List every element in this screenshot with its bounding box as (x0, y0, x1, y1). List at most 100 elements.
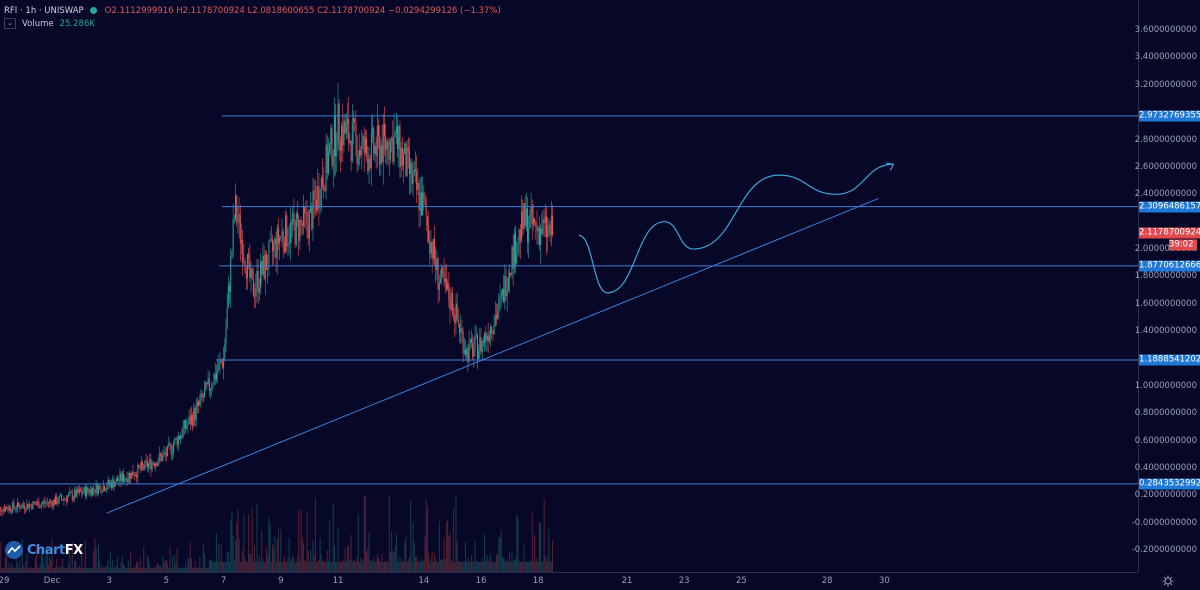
settings-gear-icon[interactable] (1162, 575, 1174, 587)
volume-bar (416, 556, 418, 572)
volume-bar (318, 559, 320, 572)
candle-body (41, 503, 43, 505)
volume-bar (137, 562, 139, 572)
volume-bar (450, 560, 452, 572)
volume-bar (411, 561, 413, 572)
candle-body (509, 272, 511, 278)
candle-body (14, 507, 16, 509)
volume-bar (345, 562, 347, 572)
volume-bar (49, 556, 51, 572)
volume-bar (33, 567, 35, 572)
volume-bar (140, 567, 142, 572)
volume-bar (412, 522, 414, 572)
volume-bar (246, 561, 248, 572)
volume-bar (451, 561, 453, 572)
candle-body (249, 257, 251, 278)
price-axis[interactable]: 2.9732769355 2.3096486157 1.8770612666 1.18… (1132, 0, 1200, 572)
volume-bar (103, 567, 105, 572)
candle-body (177, 436, 179, 446)
price-tick-label: 0.6000000000 (1134, 435, 1197, 446)
time-tick-label: 7 (220, 576, 227, 586)
volume-bar (293, 557, 295, 572)
volume-bar (550, 561, 552, 572)
volume-bar (352, 560, 354, 572)
candle-body (516, 254, 518, 264)
volume-bar (404, 542, 406, 572)
candle-body (9, 506, 11, 511)
volume-bar (46, 553, 48, 572)
candle-body (24, 506, 26, 510)
candle-body (495, 315, 497, 319)
volume-bar (469, 561, 471, 572)
candle-body (189, 416, 191, 425)
volume-bar (47, 565, 49, 572)
volume-bar (498, 537, 500, 572)
candle-body (379, 135, 381, 165)
volume-bar (338, 561, 340, 572)
volume-bar (81, 546, 83, 572)
volume-bar (52, 567, 54, 572)
volume-bar (465, 542, 467, 572)
volume-bar (374, 561, 376, 572)
volume-bar (530, 560, 532, 572)
candle-body (164, 452, 166, 454)
volume-bar (420, 558, 422, 572)
candle-body (236, 195, 238, 222)
candle-body (392, 137, 394, 162)
time-axis[interactable]: 29 Dec 3 5 7 9 11 14 16 18 21 23 25 28 30 (0, 572, 1138, 590)
candle-body (182, 427, 184, 437)
candle-body (382, 124, 384, 162)
volume-bar (291, 558, 293, 572)
candle-body (87, 487, 89, 492)
candle-body (393, 134, 395, 162)
collapse-chevron-icon[interactable]: ⌄ (4, 18, 16, 29)
volume-bar (243, 514, 245, 572)
volume-bar (82, 567, 84, 572)
candle-body (183, 420, 185, 428)
candle-body (62, 499, 64, 501)
volume-bar (156, 564, 158, 572)
volume-bar (143, 546, 145, 572)
volume-bar (370, 561, 372, 572)
candle-body (76, 488, 78, 497)
time-tick-label: 3 (106, 576, 112, 586)
candle-body (225, 327, 227, 346)
volume-bar (275, 561, 277, 572)
candle-body (279, 237, 281, 244)
candle-body (552, 215, 553, 236)
volume-bar (131, 567, 133, 572)
candle-body (401, 147, 403, 166)
candle-body (300, 219, 302, 223)
volume-bar (351, 562, 353, 572)
volume-bar (133, 567, 135, 572)
volume-bar (167, 563, 169, 572)
candle-body (263, 255, 265, 279)
volume-bar (157, 564, 159, 572)
candle-body (97, 485, 99, 494)
candle-body (90, 488, 92, 496)
horizontal-levels[interactable] (0, 115, 1138, 485)
candle-body (202, 397, 204, 398)
volume-bar (448, 536, 450, 572)
candle-body (196, 401, 198, 406)
candle-body (511, 247, 513, 275)
symbol-label[interactable]: RFI · 1h · UNISWAP (4, 5, 84, 16)
candle-body (403, 153, 405, 166)
volume-bar (285, 561, 287, 572)
candle-body (169, 443, 171, 445)
volume-bar (229, 561, 231, 572)
candle-body (350, 140, 352, 162)
candle-body (125, 477, 127, 479)
candle-body (534, 218, 536, 224)
candle-body (3, 508, 5, 512)
volume-bar (289, 561, 291, 572)
volume-bar (199, 556, 201, 572)
drawings[interactable] (106, 162, 895, 514)
candle-body (72, 497, 74, 500)
candle-body (133, 475, 135, 477)
volume-bar (244, 557, 246, 572)
candle-body (204, 390, 206, 398)
candle-body (238, 214, 240, 223)
candle-body (299, 219, 301, 241)
price-chart[interactable] (0, 0, 1138, 572)
